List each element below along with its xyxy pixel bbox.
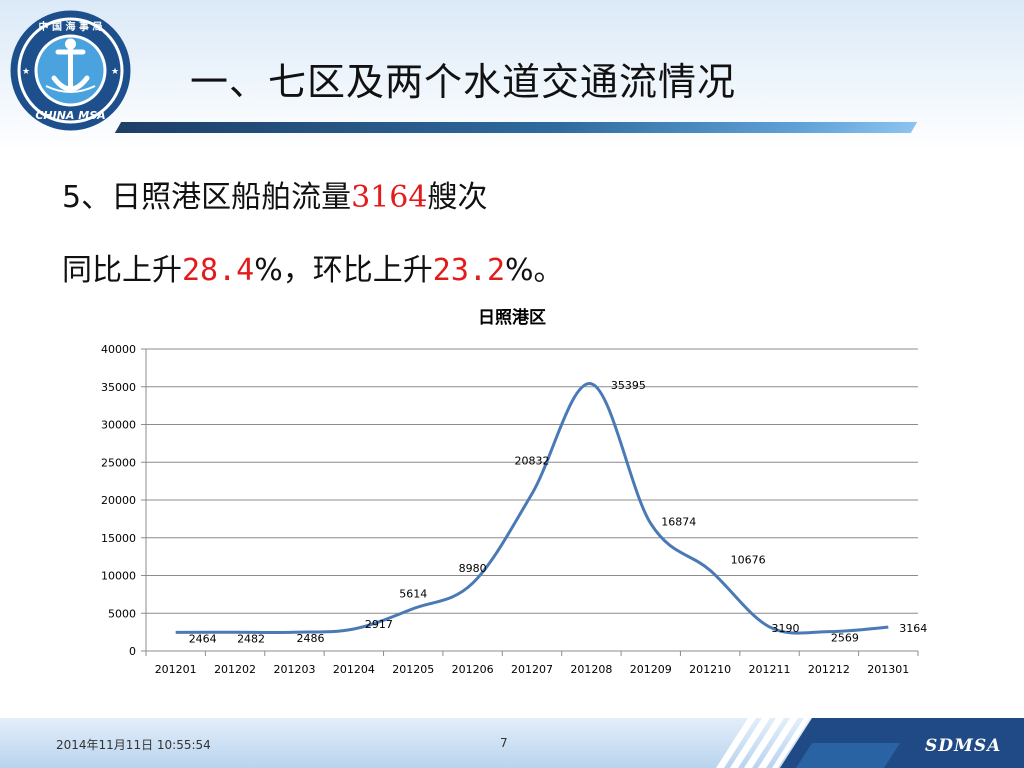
- logo-bottom-text: CHINA MSA: [35, 109, 105, 122]
- china-msa-logo: ★ ★ 中 国 海 事 局 CHINA MSA: [10, 10, 131, 131]
- x-tick-label: 201212: [808, 663, 850, 676]
- gridlines: [146, 348, 918, 652]
- footer-band: [0, 718, 1024, 768]
- x-tick-label: 201205: [392, 663, 434, 676]
- summary-line-1-prefix: 5、日照港区船舶流量: [62, 180, 352, 215]
- x-tick-label: 201209: [630, 663, 672, 676]
- data-label: 2464: [189, 632, 217, 645]
- data-label: 3164: [899, 622, 927, 635]
- data-label: 10676: [731, 553, 766, 566]
- axes: 0 5000 10000 15000 20000 25000 30000 35000 40000…: [101, 343, 919, 676]
- footer-brand: SDMSA: [925, 736, 1002, 756]
- y-tick-label: 30000: [101, 419, 136, 432]
- data-label: 5614: [399, 588, 427, 601]
- x-tick-label: 201203: [273, 663, 315, 676]
- x-tick-label: 201206: [452, 663, 494, 676]
- x-tick-label: 201208: [570, 663, 612, 676]
- x-tick-label: 201202: [214, 663, 256, 676]
- x-tick-label: 201204: [333, 663, 375, 676]
- mom-growth: 23.2: [432, 253, 506, 288]
- vessel-count: 3164: [351, 180, 428, 215]
- data-label: 2917: [365, 618, 393, 631]
- summary-line-2-mid: %，环比上升: [254, 253, 433, 288]
- x-tick-label: 201210: [689, 663, 731, 676]
- data-label: 2486: [296, 632, 324, 645]
- yoy-growth: 28.4: [182, 253, 255, 288]
- logo-top-text: 中 国 海 事 局: [39, 20, 103, 33]
- summary-line-2-prefix: 同比上升: [62, 253, 182, 288]
- data-label: 8980: [459, 562, 487, 575]
- series-line: [175, 382, 889, 635]
- summary-line-2: 同比上升28.4%，环比上升23.2%。: [62, 249, 564, 293]
- line-chart: 日照港区 0 5000 10000 15000 20000 25000 30000 35000…: [101, 307, 928, 676]
- x-tick-label: 201301: [867, 663, 909, 676]
- data-label: 2482: [237, 632, 265, 645]
- x-tick-label: 201201: [155, 663, 197, 676]
- summary-line-1-suffix: 艘次: [427, 180, 488, 215]
- data-label: 16874: [661, 516, 696, 529]
- footer-stripes: [716, 718, 1024, 768]
- y-tick-label: 10000: [101, 570, 136, 583]
- y-tick-label: 25000: [101, 456, 136, 469]
- y-tick-label: 0: [129, 645, 136, 658]
- x-tick-label: 201211: [749, 663, 791, 676]
- summary-line-1: 5、日照港区船舶流量3164艘次: [62, 176, 487, 220]
- footer-datetime: 2014年11月11日 10:55:54: [56, 738, 211, 752]
- data-label: 2569: [831, 632, 859, 645]
- page-number: 7: [500, 736, 508, 750]
- svg-text:★: ★: [22, 67, 30, 77]
- x-tick-label: 201207: [511, 663, 553, 676]
- y-tick-label: 20000: [101, 494, 136, 507]
- data-labels: 2464 2482 2486 2917 5614 8980 20832 35395 16874 1…: [189, 379, 928, 646]
- data-label: 20832: [515, 455, 550, 468]
- data-label: 3190: [772, 622, 800, 635]
- svg-text:★: ★: [111, 67, 119, 77]
- chart-title: 日照港区: [478, 307, 546, 328]
- y-tick-label: 5000: [108, 607, 136, 620]
- y-tick-label: 35000: [101, 381, 136, 394]
- y-tick-label: 15000: [101, 532, 136, 545]
- slide-title: 一、七区及两个水道交通流情况: [190, 60, 737, 104]
- series-layer: [175, 382, 889, 635]
- data-label: 35395: [611, 379, 646, 392]
- y-tick-label: 40000: [101, 343, 136, 356]
- summary-line-2-suffix: %。: [505, 253, 564, 288]
